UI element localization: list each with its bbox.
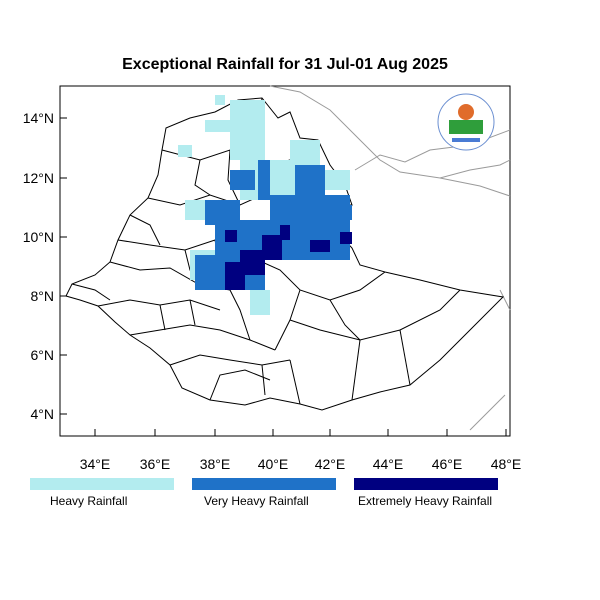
lon-tick-label: 48°E — [491, 456, 522, 472]
lon-tick-label: 38°E — [200, 456, 231, 472]
lat-tick-label: 8°N — [31, 288, 55, 304]
lon-tick-label: 44°E — [373, 456, 404, 472]
neighbor-borders — [269, 85, 511, 431]
very-heavy-rainfall-area — [195, 160, 352, 290]
legend-label-extremely-heavy: Extremely Heavy Rainfall — [358, 494, 493, 508]
lon-tick-labels: 34°E 36°E 38°E 40°E 42°E 44°E 46°E 48°E — [80, 456, 522, 472]
legend-swatch-extremely-heavy — [354, 478, 498, 490]
lat-tick-label: 10°N — [23, 229, 54, 245]
legend-swatch-heavy — [30, 478, 174, 490]
lat-tick-labels: 14°N 12°N 10°N 8°N 6°N 4°N — [23, 110, 54, 422]
lon-tick-label: 40°E — [258, 456, 289, 472]
axis-ticks — [60, 117, 507, 436]
lat-tick-label: 12°N — [23, 170, 54, 186]
legend-label-heavy: Heavy Rainfall — [50, 494, 128, 508]
lat-tick-label: 14°N — [23, 110, 54, 126]
meteorological-agency-logo — [437, 93, 495, 151]
extremely-heavy-rainfall-area — [225, 225, 352, 290]
lat-tick-label: 6°N — [31, 347, 55, 363]
legend-swatch-very-heavy — [192, 478, 336, 490]
lon-tick-label: 34°E — [80, 456, 111, 472]
lon-tick-label: 46°E — [432, 456, 463, 472]
map-title: Exceptional Rainfall for 31 Jul-01 Aug 2… — [122, 56, 448, 73]
lat-tick-label: 4°N — [31, 406, 55, 422]
map-frame — [59, 85, 511, 437]
lon-tick-label: 42°E — [315, 456, 346, 472]
legend-label-very-heavy: Very Heavy Rainfall — [204, 494, 309, 508]
lon-tick-label: 36°E — [140, 456, 171, 472]
